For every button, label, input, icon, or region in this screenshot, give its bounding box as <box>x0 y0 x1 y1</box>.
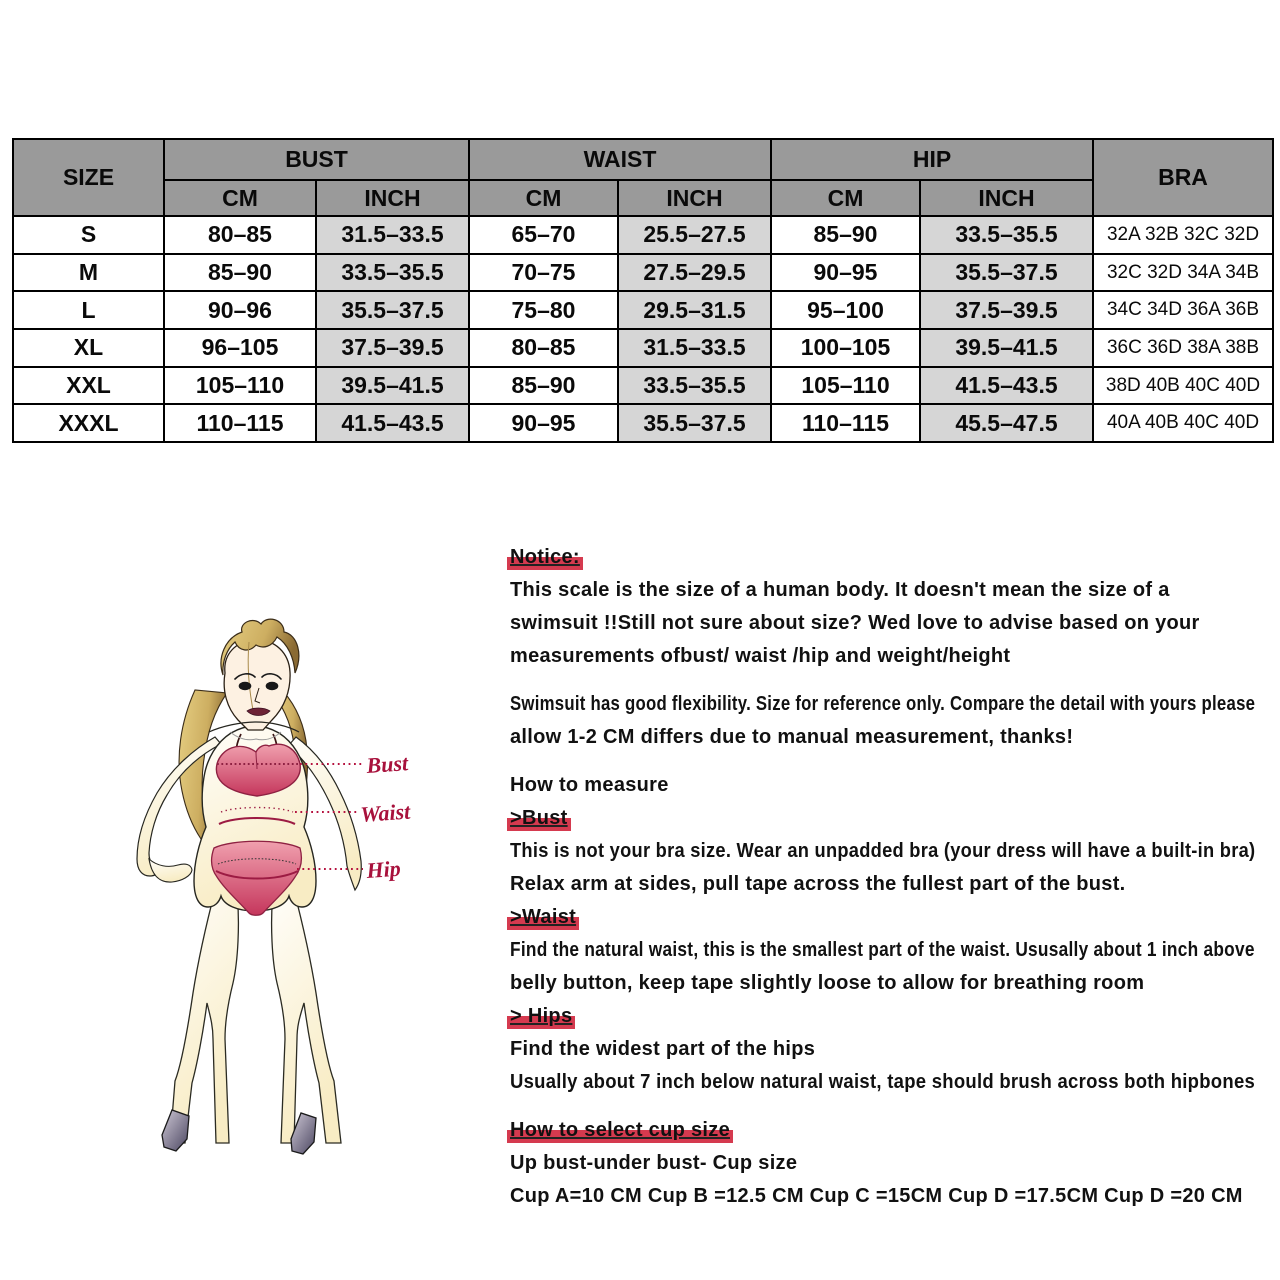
svg-text:Hip: Hip <box>365 856 402 883</box>
svg-text:Waist: Waist <box>360 799 412 827</box>
svg-text:Bust: Bust <box>365 750 410 778</box>
